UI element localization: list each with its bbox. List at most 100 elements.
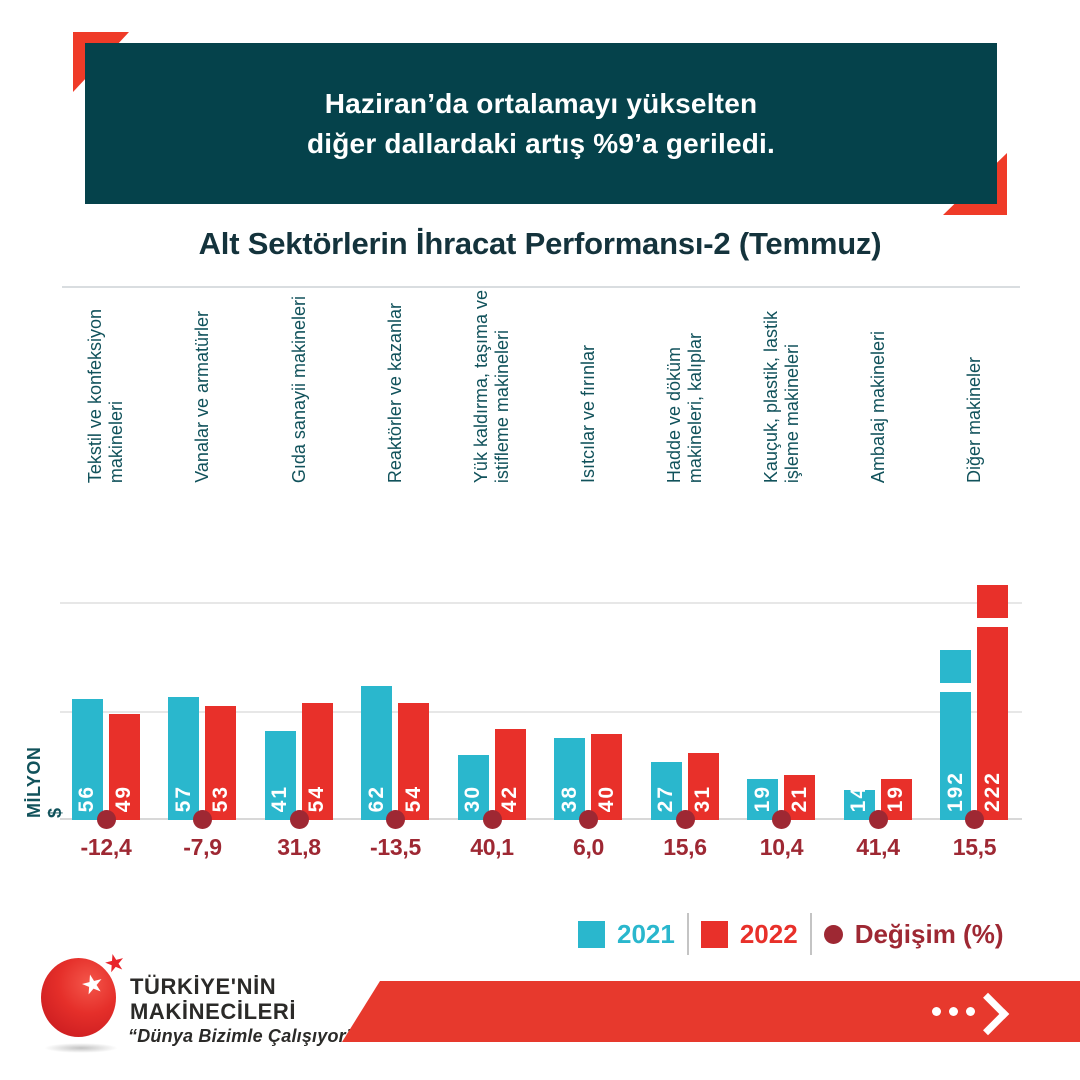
change-value-label: 41,4 <box>856 834 900 860</box>
legend-label-2021: 2021 <box>617 918 675 949</box>
bar-2022: 53 <box>205 706 236 820</box>
bar-2022: 49 <box>108 714 140 820</box>
bar-value-label: 62 <box>364 784 388 812</box>
bar-value-label: 14 <box>847 784 870 812</box>
chart-title: Alt Sektörlerin İhracat Performansı-2 (T… <box>198 226 882 261</box>
category-label: Hadde ve döküm makineleri, kalıplar <box>637 289 734 483</box>
bar-value-label: 56 <box>75 784 98 812</box>
bar-value-label: 192 <box>943 770 967 812</box>
category-label-text: Tekstil ve konfeksiyon makineleri <box>85 308 127 483</box>
category-label-text: Vanalar ve armatürler <box>192 311 213 483</box>
title-divider-line <box>62 286 1020 288</box>
bar-value-label: 53 <box>208 784 232 812</box>
change-value-label: 15,5 <box>952 834 997 860</box>
bar-value-label: 38 <box>557 784 581 812</box>
bar-value-label: 19 <box>750 784 774 812</box>
bar-value-label: 54 <box>401 784 425 812</box>
y-axis-label-text: MİLYON $ <box>24 746 65 818</box>
category-labels-row: Tekstil ve konfeksiyon makineleri Vanalar… <box>58 289 1023 483</box>
bar-value-label: 57 <box>171 784 195 812</box>
bar-value-label: 21 <box>787 784 811 812</box>
category-label: Gıda sanayii makineleri <box>251 289 348 483</box>
gridline-upper <box>60 602 1022 604</box>
category-label: Yük kaldırma, taşıma ve istifleme makine… <box>444 289 541 483</box>
brand-line2: MAKİNECİLERİ <box>130 999 297 1024</box>
bar-value-label: 222 <box>980 770 1004 812</box>
logo-red-star-icon: ★ <box>100 946 129 980</box>
bar-2021: 56 <box>71 699 103 820</box>
legend-swatch-2021 <box>578 920 605 948</box>
category-label: Ambalaj makineleri <box>830 289 927 483</box>
change-dot <box>193 810 212 829</box>
category-label: Isıtcılar ve fırınlar <box>541 289 638 483</box>
change-dot <box>579 810 598 829</box>
category-label: Tekstil ve konfeksiyon makineleri <box>58 289 155 483</box>
legend-divider <box>686 913 689 955</box>
gridline-lower <box>60 711 1022 713</box>
category-label-text: Yük kaldırma, taşıma ve istifleme makine… <box>471 289 513 483</box>
category-label-text: Diğer makineler <box>964 356 985 483</box>
bar-2021: 30 <box>457 755 489 820</box>
category-label: Kauçuk, plastik, lastik işleme makineler… <box>734 289 831 483</box>
brand-slogan: “Dünya Bizimle Çalışıyor” <box>128 1026 356 1046</box>
change-dot <box>772 810 791 829</box>
bar-2022: 42 <box>494 729 526 820</box>
category-label: Vanalar ve armatürler <box>155 289 252 483</box>
headline-line2: diğer dallardaki artış %9’a geriledi. <box>306 127 776 159</box>
change-value-label: -7,9 <box>183 834 222 860</box>
category-label-text: Isıtcılar ve fırınlar <box>578 344 599 483</box>
change-value-label: 6,0 <box>572 834 605 860</box>
bar-value-label: 40 <box>594 784 618 812</box>
legend-label-2022: 2022 <box>739 918 798 949</box>
bar-2022: 31 <box>687 753 719 820</box>
brand-name: TÜRKİYE'NİN MAKİNECİLERİ <box>130 974 296 1024</box>
headline-box: Haziran’da ortalamayı yükselten diğer da… <box>85 43 997 204</box>
change-dot <box>482 810 502 829</box>
banner-dot <box>949 1007 958 1016</box>
change-dot <box>289 810 309 829</box>
category-label-text: Gıda sanayii makineleri <box>288 295 309 483</box>
category-label-text: Hadde ve döküm makineleri, kalıplar <box>664 332 706 483</box>
category-label-text: Kauçuk, plastik, lastik işleme makineler… <box>760 310 802 483</box>
bar-2022: 54 <box>398 703 429 820</box>
legend: 2021 2022 Değişim (%) <box>578 912 1004 956</box>
change-dot <box>675 810 695 829</box>
bar-value-label: 49 <box>112 784 135 812</box>
change-dot <box>386 810 405 829</box>
bar-value-label: 30 <box>461 784 484 812</box>
change-value-label: -13,5 <box>370 834 421 860</box>
logo-shadow <box>44 1043 118 1053</box>
change-value-label: 15,6 <box>663 834 707 860</box>
bar-value-label: 27 <box>654 784 677 812</box>
bar-2021: 27 <box>650 762 682 820</box>
headline-line1: Haziran’da ortalamayı yükselten <box>324 87 758 119</box>
y-axis-label: MİLYON $ <box>24 736 65 818</box>
legend-label-change: Değişim (%) <box>854 918 1004 949</box>
change-dot <box>868 810 888 829</box>
bar-value-label: 41 <box>268 784 291 812</box>
axis-break-gap <box>977 618 1008 627</box>
banner-dot <box>932 1007 941 1016</box>
logo-circle <box>41 958 116 1037</box>
bar-2022: 54 <box>301 703 333 820</box>
bar-2022: 222 <box>977 585 1008 820</box>
bar-2021: 62 <box>361 686 392 820</box>
bar-2021: 38 <box>554 738 585 820</box>
category-label-text: Reaktörler ve kazanlar <box>385 302 406 483</box>
change-value-label: 40,1 <box>470 834 514 860</box>
bar-value-label: 19 <box>884 784 907 812</box>
bar-2021: 192 <box>940 650 971 820</box>
bar-2021: 57 <box>168 697 199 820</box>
bar-value-label: 54 <box>305 784 328 812</box>
change-value-label: 10,4 <box>759 834 804 860</box>
change-value-label: -12,4 <box>80 834 132 860</box>
arrow-chevron-icon <box>966 992 1010 1036</box>
category-label: Reaktörler ve kazanlar <box>348 289 445 483</box>
category-label: Diğer makineler <box>927 289 1024 483</box>
bar-2022: 40 <box>591 734 622 820</box>
legend-swatch-2022 <box>700 920 728 948</box>
bar-2021: 41 <box>264 731 296 820</box>
brand-line1: TÜRKİYE'NİN <box>130 974 277 999</box>
change-dot <box>965 810 984 829</box>
